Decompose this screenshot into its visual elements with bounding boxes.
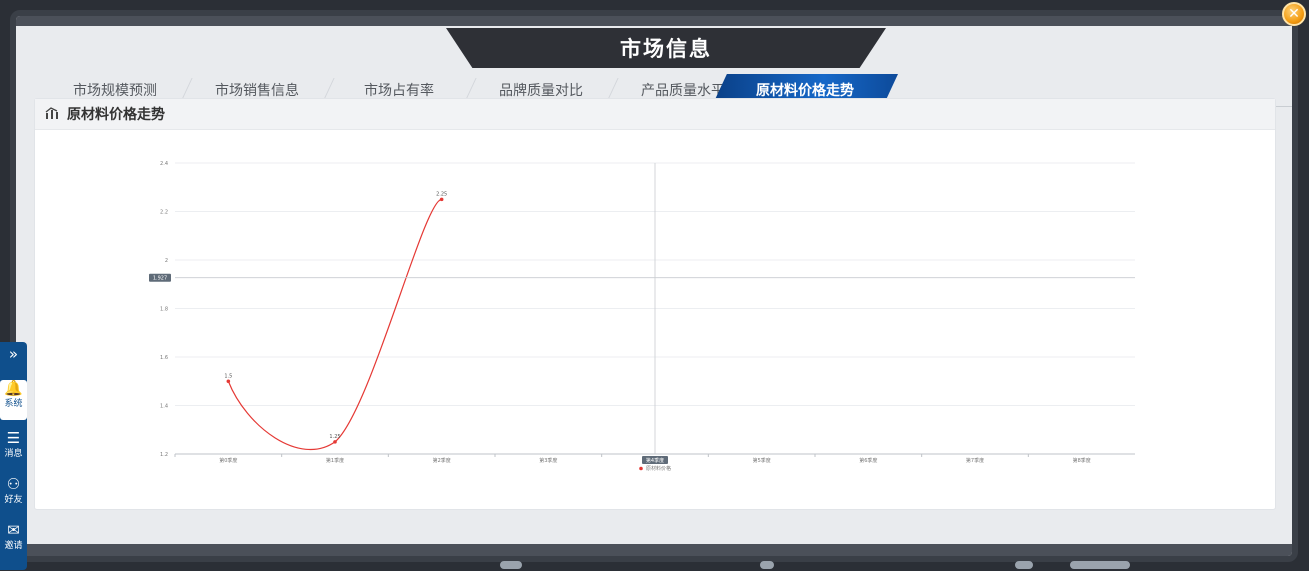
crosshair-x-label: 第4季度 (646, 457, 664, 464)
tab-label: 市场规模预测 (73, 83, 157, 99)
tab-label: 原材料价格走势 (756, 83, 854, 99)
bar-chart-icon (45, 107, 61, 121)
frame-decoration (760, 561, 774, 569)
series-layer (226, 197, 444, 451)
tab-product-quality-level[interactable]: 产品质量水平 (612, 74, 754, 106)
close-button[interactable]: ✕ (1282, 2, 1306, 26)
message-icon: ☰ (6, 429, 21, 447)
x-tick-label: 第1季度 (326, 457, 344, 464)
x-tick-label: 第5季度 (753, 457, 771, 464)
y-tick-label: 1.2 (160, 452, 168, 458)
data-label: 1.25 (329, 434, 340, 440)
x-tick-label: 第2季度 (433, 457, 451, 464)
legend-label: 原材料价格 (646, 465, 671, 472)
panel-header: 原材料价格走势 (35, 99, 1275, 130)
side-item-label: 邀请 (4, 541, 23, 551)
crosshair-x-label-box (642, 456, 668, 464)
invite-button[interactable]: ✉ 邀请 (0, 522, 27, 558)
frame-decoration (1070, 561, 1130, 569)
mail-icon: ✉ (7, 521, 20, 539)
expand-toolbar-button[interactable]: » (0, 346, 27, 370)
data-point (333, 440, 337, 444)
y-tick-label: 2.4 (160, 161, 168, 167)
window-title: 市场信息 (620, 37, 712, 61)
axes: 1.2 1.4 1.6 1.8 2 2.2 2.4 第0季度 第1季度 第2季度 第3季度 第4季度 第… (160, 161, 1135, 464)
tab-market-share[interactable]: 市场占有率 (328, 74, 470, 106)
bell-icon: 🔔 (4, 379, 23, 397)
crosshair-y-label-box (149, 273, 171, 282)
frame-top-border (16, 16, 1292, 26)
double-chevron-right-icon: » (8, 345, 19, 363)
friends-icon: ⚇ (6, 475, 21, 493)
tab-brand-quality-compare[interactable]: 品牌质量对比 (470, 74, 612, 106)
data-label: 1.5 (224, 373, 232, 379)
y-tick-label: 1.8 (160, 307, 168, 313)
tab-label: 市场占有率 (364, 83, 434, 99)
title-banner: 市场信息 (446, 28, 886, 68)
tab-market-size-forecast[interactable]: 市场规模预测 (44, 74, 186, 106)
side-item-label: 好友 (4, 495, 23, 505)
y-tick-label: 2 (165, 258, 168, 264)
y-tick-label: 1.6 (160, 355, 168, 361)
data-point (226, 379, 231, 384)
price-trend-chart[interactable]: 1.2 1.4 1.6 1.8 2 2.2 2.4 第0季度 第1季度 第2季度 第3季度 第4季度 第… (35, 130, 1275, 508)
y-tick-label: 2.2 (160, 210, 168, 216)
messages-button[interactable]: ☰ 消息 (0, 430, 27, 466)
panel-title: 原材料价格走势 (67, 107, 165, 123)
chart-panel: 原材料价格走势 1.2 1.4 1.6 1.8 2 2.2 2.4 第0季度 第1季度 第2季度 第… (34, 98, 1276, 510)
data-point (439, 197, 444, 202)
tab-label: 品牌质量对比 (499, 83, 583, 99)
tab-market-sales-info[interactable]: 市场销售信息 (186, 74, 328, 106)
tab-label: 产品质量水平 (641, 83, 725, 99)
side-item-label: 系统 (4, 399, 23, 409)
crosshair: 1.927 第4季度 (149, 163, 1135, 464)
labels-layer: 1.5 1.25 2.25 (224, 191, 447, 440)
system-button[interactable]: 🔔 系统 (0, 380, 27, 420)
x-tick-label: 第6季度 (859, 457, 877, 464)
friends-button[interactable]: ⚇ 好友 (0, 476, 27, 512)
side-item-label: 消息 (4, 449, 23, 459)
series-line (227, 198, 442, 451)
frame-decoration (1015, 561, 1033, 569)
legend-marker (639, 466, 643, 471)
frame-bottom-border (16, 544, 1292, 556)
x-tick-label: 第0季度 (219, 457, 237, 464)
close-icon: ✕ (1288, 6, 1300, 22)
x-tick-label: 第7季度 (966, 457, 984, 464)
side-toolbar: » 🔔 系统 ☰ 消息 ⚇ 好友 ✉ 邀请 (0, 342, 27, 570)
frame-decoration (500, 561, 522, 569)
x-tick-label: 第8季度 (1073, 457, 1091, 464)
data-label: 2.25 (436, 191, 447, 197)
crosshair-y-label: 1.927 (153, 276, 167, 282)
x-tick-label: 第3季度 (539, 457, 557, 464)
chart-legend: 原材料价格 (639, 465, 671, 472)
y-tick-label: 1.4 (160, 404, 168, 410)
tab-label: 市场销售信息 (215, 83, 299, 99)
